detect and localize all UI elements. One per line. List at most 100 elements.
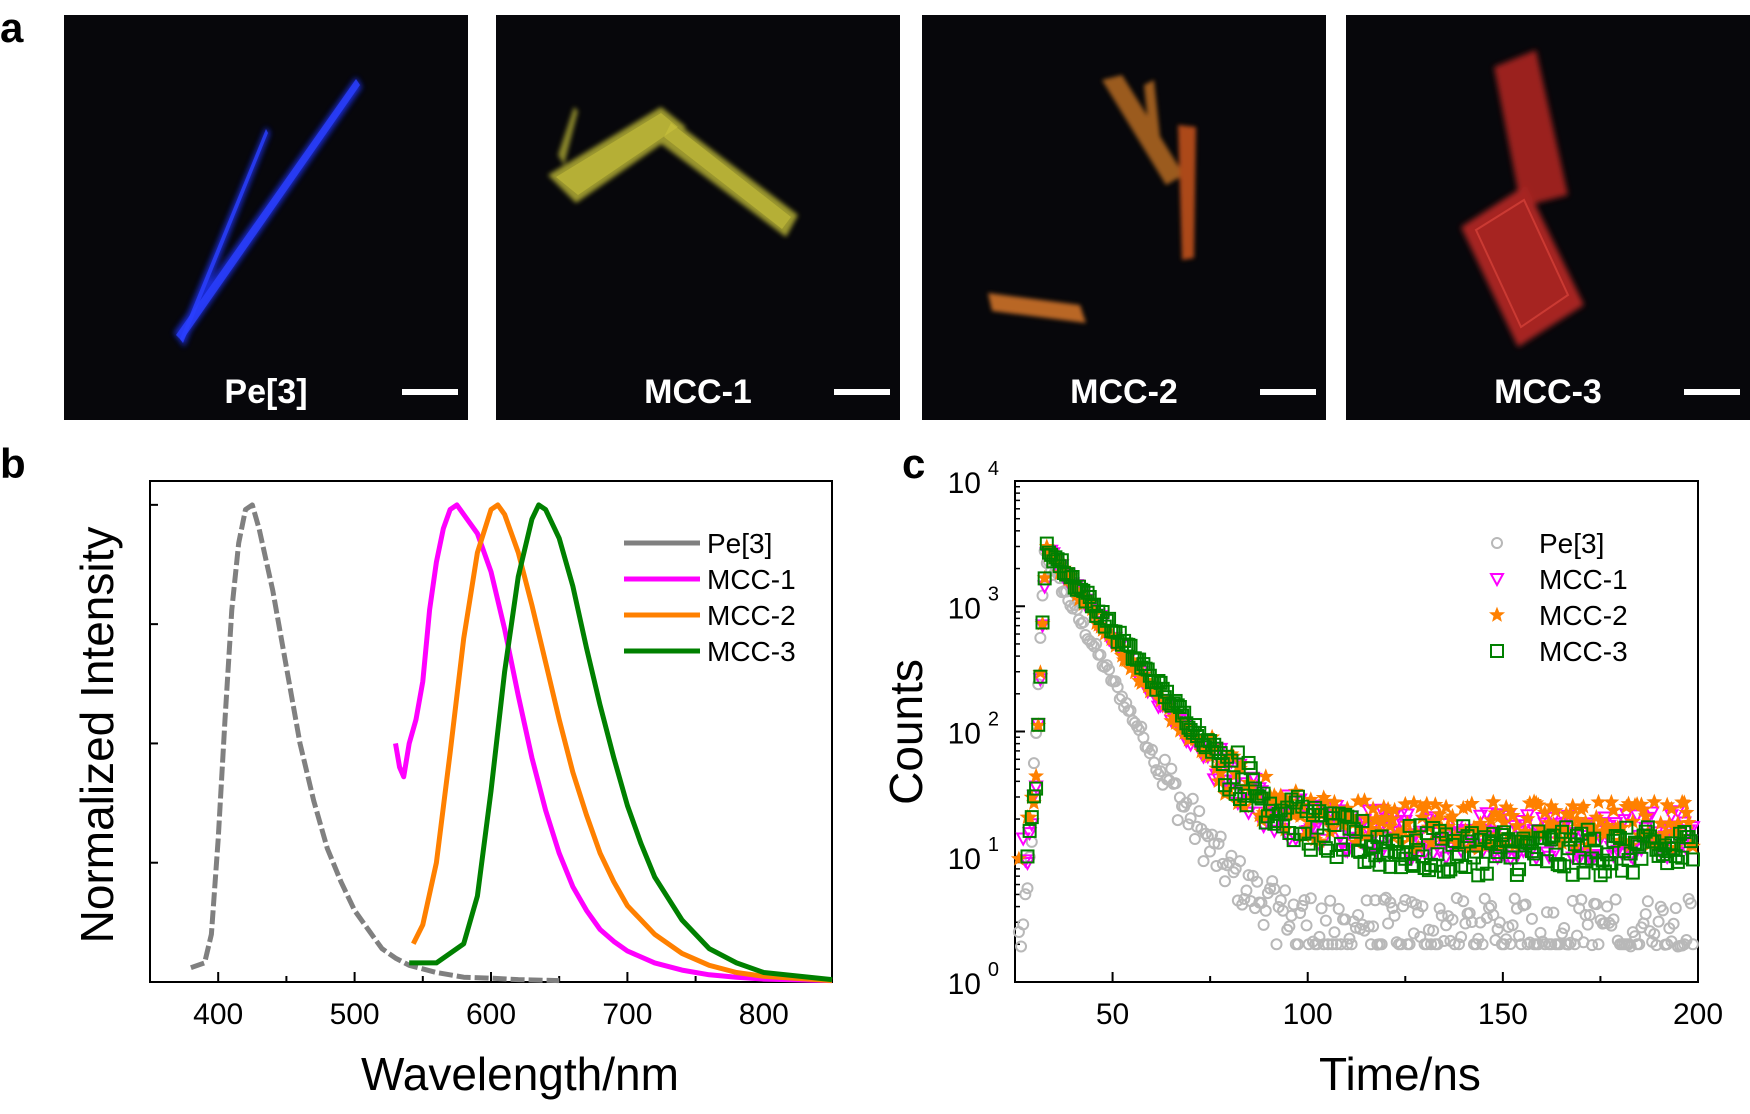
data-point (1437, 935, 1450, 948)
micrograph-label: MCC-3 (1494, 373, 1602, 411)
data-point (1512, 862, 1527, 877)
data-point (1077, 616, 1090, 629)
data-point (1564, 797, 1581, 813)
data-point (1346, 822, 1361, 837)
data-point (1603, 793, 1620, 810)
data-point (1448, 938, 1461, 951)
data-point (1627, 835, 1642, 850)
data-point (1267, 816, 1282, 831)
data-point (1264, 882, 1277, 895)
data-point (1491, 923, 1504, 936)
data-point (1646, 793, 1663, 809)
data-point (1010, 850, 1027, 866)
data-point (1274, 894, 1287, 907)
data-point (1508, 892, 1521, 905)
data-point (1388, 909, 1401, 922)
data-point (1369, 894, 1382, 907)
data-point (1377, 893, 1390, 906)
data-point (1485, 793, 1502, 809)
data-point (1487, 908, 1500, 921)
micrograph-mcc1: MCC-1 (496, 15, 900, 420)
data-point (1251, 875, 1264, 888)
data-point (1555, 927, 1568, 940)
data-point (1384, 810, 1401, 826)
panel-label-c: c (902, 440, 926, 487)
micrograph-label: Pe[3] (224, 373, 308, 411)
data-point (1504, 807, 1521, 823)
data-point (1476, 938, 1489, 951)
data-point (1648, 928, 1661, 941)
data-point (1296, 899, 1309, 912)
x-tick-label: 700 (602, 998, 652, 1031)
legend-label: MCC-3 (1539, 636, 1628, 667)
emission-spectra-chart: 400 500 600 700 800 Normalized Intensity Wav… (71, 480, 833, 1100)
data-point (1455, 931, 1468, 944)
data-point (1472, 809, 1489, 824)
data-point (1547, 906, 1560, 919)
data-point (1607, 913, 1620, 926)
micrograph-label: MCC-1 (644, 373, 752, 411)
data-point (1519, 809, 1536, 824)
data-point (1601, 900, 1614, 913)
y-tick-label: 10 (948, 718, 981, 751)
data-point (1193, 805, 1206, 818)
legend-marker (1488, 606, 1506, 622)
y-tick-label: 10 (948, 592, 981, 625)
data-point (1675, 850, 1690, 865)
data-point (1226, 770, 1241, 785)
data-point (1569, 811, 1586, 827)
data-point (1416, 900, 1429, 913)
data-point (1575, 893, 1588, 906)
data-point (1220, 749, 1235, 764)
data-point (1240, 806, 1257, 821)
y-tick-exponent: 3 (988, 583, 999, 605)
series-line-mcc-2 (411, 502, 833, 984)
data-point (1165, 762, 1178, 775)
data-point (1486, 826, 1501, 841)
data-point (1343, 932, 1356, 945)
data-point (1472, 815, 1489, 831)
data-point (1303, 842, 1318, 857)
data-point (1034, 631, 1047, 644)
data-point (1169, 777, 1182, 790)
data-point (1414, 809, 1431, 825)
data-point (1544, 832, 1559, 847)
x-tick-label: 100 (1283, 998, 1333, 1031)
data-point (1345, 938, 1358, 951)
data-point (1546, 828, 1561, 843)
crystal-shape (548, 107, 798, 237)
data-point (1457, 895, 1470, 908)
data-point (1021, 882, 1034, 895)
data-point (1184, 812, 1197, 825)
y-axis-label: Counts (880, 659, 932, 805)
data-point (1479, 866, 1494, 881)
data-point (1259, 904, 1272, 917)
data-point (1410, 850, 1426, 865)
data-point (1208, 837, 1221, 850)
data-point (1590, 793, 1607, 809)
data-point (1242, 869, 1255, 882)
data-point (1061, 567, 1076, 582)
data-point (1475, 856, 1490, 871)
data-point (1365, 800, 1382, 816)
data-point (1233, 855, 1246, 868)
data-point (1282, 825, 1297, 840)
data-point (1506, 919, 1519, 932)
y-tick-label: 10 (948, 968, 981, 1001)
data-point (1383, 859, 1398, 874)
data-point (1545, 938, 1558, 951)
data-point (1575, 798, 1592, 814)
data-point (1571, 929, 1584, 942)
data-point (1103, 663, 1116, 676)
data-point (1430, 847, 1445, 862)
data-point (1382, 917, 1395, 930)
data-point (1188, 833, 1201, 846)
data-point (1326, 938, 1339, 951)
data-point (1270, 938, 1283, 951)
data-point (1212, 837, 1225, 850)
data-point (1554, 824, 1569, 839)
data-point (1525, 912, 1538, 925)
data-point (1529, 852, 1544, 867)
series-line-mcc-3 (409, 502, 833, 983)
data-point (1319, 914, 1332, 927)
